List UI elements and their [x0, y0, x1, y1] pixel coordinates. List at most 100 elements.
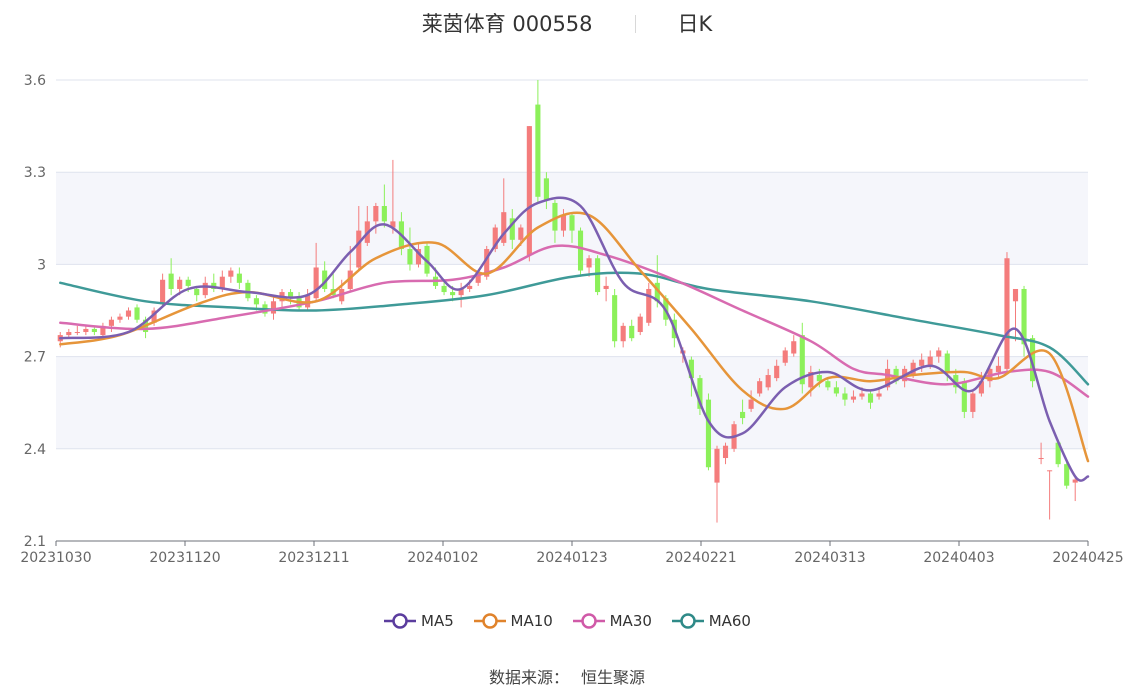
- candle-body: [603, 285, 609, 289]
- candle-body: [876, 393, 882, 397]
- candle-body: [108, 319, 114, 326]
- candle-body: [1047, 470, 1053, 472]
- chart-title: 莱茵体育 000558 日K: [0, 8, 1134, 38]
- x-tick-label: 20231030: [20, 550, 91, 566]
- candle-body: [595, 258, 601, 293]
- y-tick-label: 3.3: [24, 165, 46, 181]
- candle-body: [236, 273, 242, 283]
- candle-body: [390, 221, 396, 228]
- candle-body: [347, 270, 353, 289]
- candle-body: [893, 368, 899, 382]
- candle-body: [936, 350, 942, 357]
- candle-body: [253, 298, 259, 305]
- ma60-marker-icon: [671, 613, 704, 629]
- candle-body: [151, 310, 157, 323]
- candle-body: [1064, 464, 1070, 486]
- candle-body: [117, 316, 123, 320]
- candle-body: [134, 307, 140, 320]
- candle-body: [1072, 479, 1078, 483]
- candle-body: [407, 249, 413, 265]
- candle-body: [833, 387, 839, 394]
- candle-body: [501, 212, 507, 243]
- candle-body: [1038, 458, 1044, 460]
- candle-body: [194, 288, 200, 296]
- candle-body: [688, 359, 694, 379]
- candle-body: [910, 362, 916, 376]
- candle-body: [450, 292, 456, 296]
- candle-body: [100, 325, 106, 336]
- candle-body: [577, 230, 584, 271]
- legend-ma30-label: MA30: [609, 612, 652, 630]
- ma5-marker-icon: [384, 613, 416, 629]
- x-tick-label: 20240221: [665, 550, 736, 566]
- candle-body: [219, 276, 225, 289]
- candle-body: [381, 206, 387, 222]
- candle-body: [518, 227, 524, 240]
- candle-body: [808, 371, 814, 388]
- candle-body: [927, 356, 933, 366]
- candle-body: [825, 381, 831, 388]
- legend-ma5[interactable]: MA5: [383, 612, 454, 630]
- candle-body: [1055, 442, 1061, 465]
- candle-body: [919, 359, 925, 366]
- candle-body: [569, 215, 575, 231]
- candle-body: [944, 353, 950, 372]
- candle-body: [637, 316, 643, 333]
- ma30-marker-icon: [572, 613, 605, 629]
- candle-body: [313, 267, 319, 299]
- candle-body: [791, 341, 797, 354]
- x-tick-label: 20240313: [794, 550, 865, 566]
- candle-body: [816, 375, 822, 382]
- candle-body: [740, 411, 746, 419]
- candle-body: [543, 178, 549, 200]
- legend-ma60[interactable]: MA60: [671, 612, 751, 630]
- candle-body: [91, 328, 97, 333]
- candle-body: [1004, 258, 1010, 369]
- x-tick-label: 20240403: [923, 550, 994, 566]
- candle-body: [492, 227, 498, 250]
- candle-body: [560, 215, 567, 231]
- candle-body: [1012, 288, 1019, 302]
- ma10-marker-icon: [473, 613, 506, 629]
- candle-body: [287, 292, 294, 299]
- y-tick-label: 3: [37, 257, 46, 273]
- candle-body: [978, 381, 984, 394]
- legend: MA5 MA10 MA30 MA60: [0, 612, 1134, 630]
- y-tick-label: 2.1: [24, 534, 46, 550]
- ma30-line: [59, 244, 1090, 398]
- x-tick-label: 20231211: [278, 550, 349, 566]
- candle-body: [552, 202, 558, 231]
- candle-body: [202, 282, 208, 296]
- legend-ma30[interactable]: MA30: [572, 612, 652, 630]
- ma5-line: [59, 196, 1090, 482]
- candle-body: [970, 393, 976, 412]
- candle-body: [705, 399, 712, 468]
- y-tick-label: 2.4: [24, 442, 46, 458]
- legend-ma60-label: MA60: [708, 612, 751, 630]
- candle-body: [757, 381, 763, 394]
- y-tick-label: 3.6: [24, 73, 46, 89]
- candle-body: [586, 258, 592, 268]
- x-tick-label: 20240123: [536, 550, 607, 566]
- candle-body: [995, 365, 1002, 372]
- candle-body: [697, 378, 703, 409]
- candle-body: [612, 295, 618, 342]
- legend-ma5-label: MA5: [421, 612, 454, 630]
- candle-body: [842, 393, 848, 400]
- candle-body: [1021, 288, 1027, 345]
- candle-body: [526, 126, 532, 256]
- candle-body: [654, 282, 660, 302]
- candle-body: [83, 328, 89, 333]
- candle-body: [270, 301, 277, 314]
- candle-body: [774, 365, 780, 379]
- legend-ma10-label: MA10: [510, 612, 553, 630]
- candle-body: [228, 270, 234, 277]
- source-value: 恒生聚源: [581, 668, 646, 687]
- period-label: 日K: [677, 12, 713, 36]
- data-source: 数据来源： 恒生聚源: [0, 664, 1134, 688]
- candle-body: [714, 448, 720, 483]
- candle-body: [765, 375, 771, 388]
- candle-body: [850, 396, 857, 400]
- legend-ma10[interactable]: MA10: [473, 612, 553, 630]
- candle-body: [1030, 338, 1036, 382]
